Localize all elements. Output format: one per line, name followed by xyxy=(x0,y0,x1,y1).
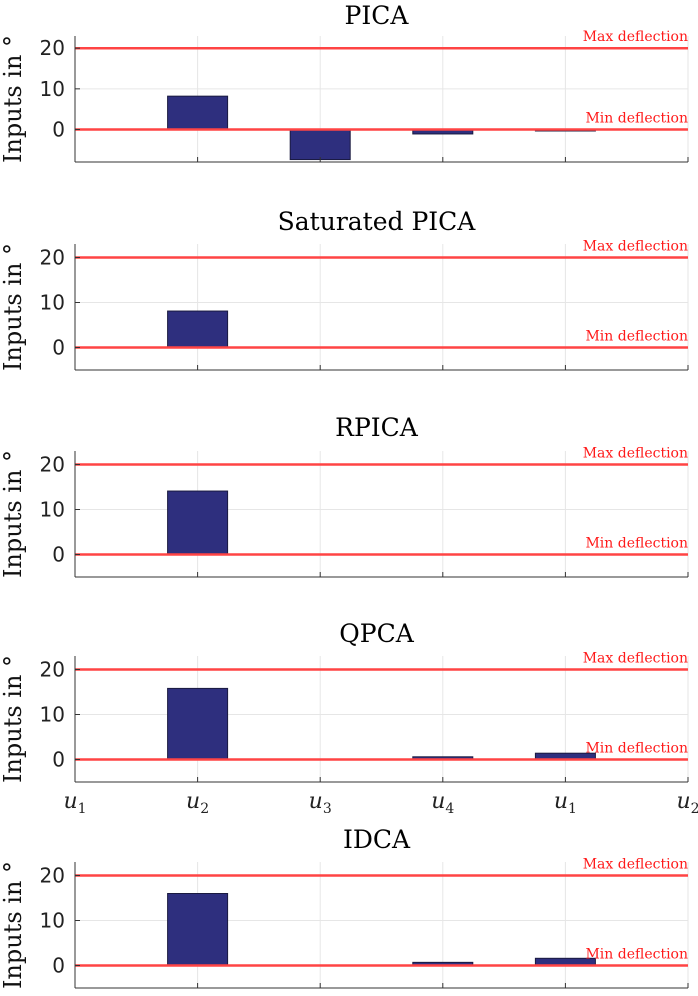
y-tick-label: 0 xyxy=(52,336,65,360)
y-tick-label: 20 xyxy=(40,246,65,270)
limit-label: Max deflection xyxy=(583,239,688,255)
y-tick-label: 20 xyxy=(40,36,65,60)
bar-u3-2 xyxy=(289,128,351,161)
limit-label: Max deflection xyxy=(583,651,688,667)
bar-u2-1 xyxy=(167,95,229,130)
x-tick-label: u3 xyxy=(309,789,332,817)
y-tick-label: 10 xyxy=(40,291,65,315)
bar-u2-1 xyxy=(167,893,229,966)
y-tick-label: 10 xyxy=(40,498,65,522)
x-tick-label: u4 xyxy=(431,789,454,817)
y-axis-label: Inputs in ° xyxy=(0,243,27,371)
y-tick-label: 10 xyxy=(40,77,65,101)
limit-label: Max deflection xyxy=(583,857,688,873)
x-tick-label: u1 xyxy=(63,789,86,817)
x-tick-label: u2 xyxy=(186,789,209,817)
limit-label: Min deflection xyxy=(585,741,688,757)
y-tick-label: 20 xyxy=(40,864,65,888)
subplot-title: QPCA xyxy=(339,619,414,648)
bar-u2-1 xyxy=(167,687,229,761)
y-axis-label: Inputs in ° xyxy=(0,450,27,578)
y-tick-label: 10 xyxy=(40,909,65,933)
y-tick-label: 0 xyxy=(52,543,65,567)
y-tick-label: 0 xyxy=(52,954,65,978)
subplot-title: RPICA xyxy=(335,413,419,442)
subplot-3: Max deflection Min deflection 0 10 20 RPICA In… xyxy=(0,413,689,578)
subplot-4: Max deflection Min deflection 0 10 20 u1 u2 u3 u… xyxy=(0,619,698,817)
y-tick-label: 0 xyxy=(52,748,65,772)
limit-label: Min deflection xyxy=(585,536,688,552)
limit-label: Min deflection xyxy=(585,329,688,345)
limit-label: Max deflection xyxy=(583,446,688,462)
subplot-title: Saturated PICA xyxy=(278,207,477,236)
y-axis-label: Inputs in ° xyxy=(0,861,27,989)
bar-u2-1 xyxy=(167,490,229,555)
y-tick-label: 10 xyxy=(40,703,65,727)
y-axis-label: Inputs in ° xyxy=(0,655,27,783)
y-tick-label: 20 xyxy=(40,658,65,682)
subplot-title: IDCA xyxy=(343,825,411,854)
bar-u2-1 xyxy=(167,310,229,348)
subplot-title: PICA xyxy=(345,1,410,30)
y-tick-label: 20 xyxy=(40,453,65,477)
subplot-1: Max deflection Min deflection 0 10 20 PICA Inp… xyxy=(0,1,689,163)
x-tick-label: u1 xyxy=(554,789,577,817)
limit-label: Min deflection xyxy=(585,110,688,126)
x-tick-label: u2 xyxy=(676,789,698,817)
limit-label: Max deflection xyxy=(583,29,688,45)
subplot-5: Max deflection Min deflection 0 10 20 IDCA Inp… xyxy=(0,825,689,989)
y-axis-label: Inputs in ° xyxy=(0,35,27,163)
y-tick-label: 0 xyxy=(52,117,65,141)
limit-label: Min deflection xyxy=(585,947,688,963)
subplot-2: Max deflection Min deflection 0 10 20 Saturat… xyxy=(0,207,689,371)
